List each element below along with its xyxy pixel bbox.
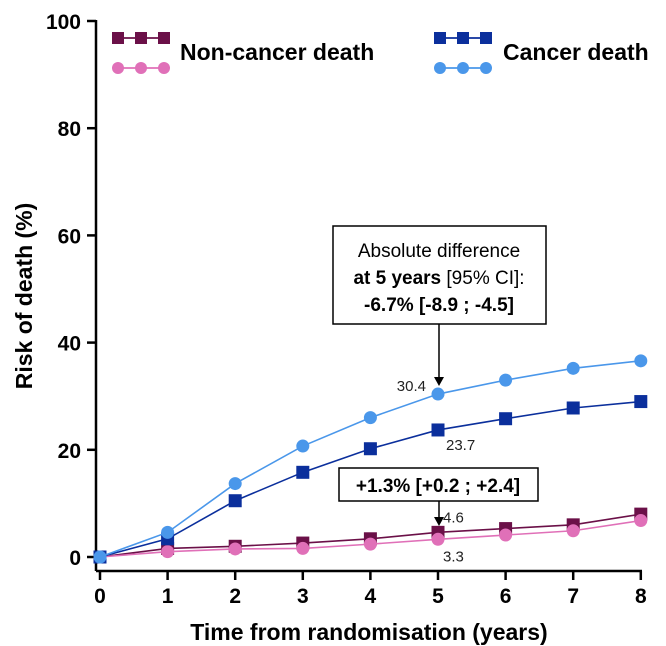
data-point-noncancer_circle	[296, 541, 310, 555]
y-tick-label: 20	[58, 440, 81, 463]
annotation-cancer-line1: Absolute difference	[358, 241, 520, 262]
data-point-cancer_circle	[228, 477, 242, 491]
data-label: 30.4	[397, 378, 426, 395]
data-point-noncancer_circle	[161, 545, 175, 559]
data-point-cancer_circle	[431, 387, 445, 401]
data-point-cancer_square	[431, 423, 445, 437]
x-tick-label: 2	[229, 585, 241, 608]
data-label: 4.6	[443, 509, 464, 526]
data-point-cancer_square	[499, 412, 513, 426]
x-axis-label: Time from randomisation (years)	[190, 619, 547, 645]
data-point-noncancer_circle	[228, 542, 242, 556]
legend-noncancer-circle	[112, 62, 170, 74]
annotation-noncancer-arrowhead	[434, 517, 444, 526]
series-line-cancer_circle	[99, 360, 641, 558]
data-point-noncancer_circle	[431, 532, 445, 546]
y-tick-label: 80	[58, 118, 81, 141]
legend-noncancer-label: Non-cancer death	[180, 39, 374, 65]
data-point-cancer_square	[363, 442, 377, 456]
y-tick-label: 60	[58, 225, 81, 248]
data-point-cancer_circle	[499, 373, 513, 387]
y-axis-label: Risk of death (%)	[11, 203, 37, 390]
series-layer	[93, 354, 648, 564]
data-point-cancer_square	[228, 494, 242, 508]
x-tick-label: 7	[567, 585, 579, 608]
annotation-cancer-arrowhead	[434, 377, 444, 386]
data-point-cancer_circle	[93, 550, 107, 564]
x-tick-label: 1	[162, 585, 174, 608]
x-tick-label: 0	[94, 585, 106, 608]
data-point-noncancer_circle	[566, 524, 580, 538]
annotation-noncancer-difference: +1.3% [+0.2 ; +2.4]	[338, 467, 539, 526]
y-tick-label: 40	[58, 333, 81, 356]
data-point-noncancer_circle	[499, 528, 513, 542]
data-point-cancer_circle	[363, 411, 377, 425]
annotation-cancer-line2: at 5 years [95% CI]:	[353, 268, 524, 289]
y-tick-label: 0	[69, 547, 81, 570]
data-point-cancer_circle	[296, 439, 310, 453]
legend: Non-cancer death Cancer death	[112, 32, 649, 74]
data-point-cancer_square	[566, 401, 580, 415]
data-labels: 30.4 23.7 4.6 3.3	[397, 378, 475, 565]
x-tick-label: 5	[432, 585, 444, 608]
x-tick-label: 3	[297, 585, 309, 608]
legend-cancer-square	[434, 32, 492, 44]
legend-cancer-circle	[434, 62, 492, 74]
data-point-cancer_circle	[161, 525, 175, 539]
axes	[94, 20, 642, 573]
data-point-cancer_circle	[566, 361, 580, 375]
data-point-noncancer_circle	[363, 537, 377, 551]
data-label: 23.7	[446, 437, 475, 454]
data-point-cancer_circle	[634, 354, 648, 368]
x-tick-label: 6	[500, 585, 512, 608]
data-point-cancer_square	[296, 465, 310, 479]
annotation-cancer-difference: Absolute difference at 5 years [95% CI]:…	[332, 225, 547, 386]
legend-cancer-label: Cancer death	[503, 39, 649, 65]
annotation-cancer-line3: -6.7% [-8.9 ; -4.5]	[364, 295, 514, 316]
data-point-cancer_square	[634, 395, 648, 409]
data-label: 3.3	[443, 548, 464, 565]
series-cancer_circle	[93, 354, 648, 564]
series-noncancer_circle	[93, 514, 648, 564]
legend-noncancer-square	[112, 32, 170, 44]
series-noncancer_square	[93, 507, 648, 564]
y-tick-label: 100	[46, 11, 81, 34]
x-tick-label: 8	[635, 585, 647, 608]
data-point-noncancer_circle	[634, 514, 648, 528]
x-tick-label: 4	[365, 585, 377, 608]
annotation-noncancer-text: +1.3% [+0.2 ; +2.4]	[356, 476, 520, 497]
